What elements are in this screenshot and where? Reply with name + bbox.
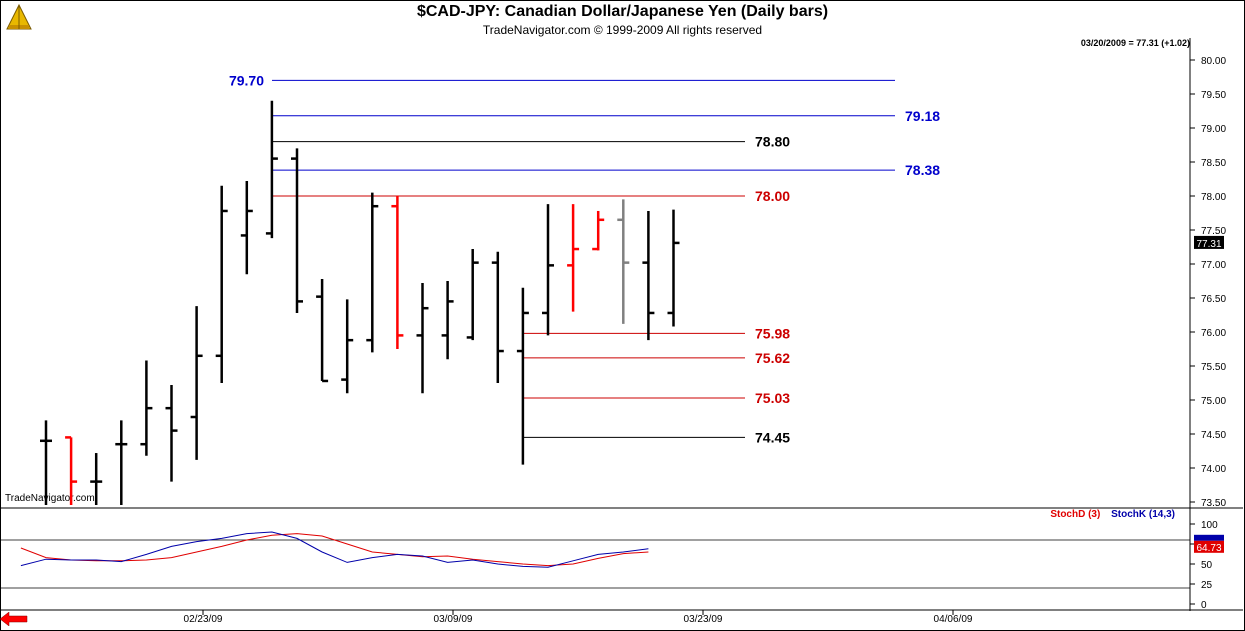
- last-price-tag: [1194, 235, 1224, 249]
- level-label: 78.80: [755, 134, 790, 150]
- price-tick-label: 78.50: [1201, 158, 1226, 169]
- price-tick-label: 75.50: [1201, 362, 1226, 373]
- date-tick-label: 04/06/09: [934, 614, 973, 625]
- legend-stochd: StochD (3): [1050, 509, 1101, 520]
- level-label: 75.98: [755, 325, 790, 341]
- chart-subtitle: TradeNavigator.com © 1999-2009 All right…: [482, 23, 763, 37]
- watermark: TradeNavigator.com: [5, 493, 95, 504]
- price-tick-label: 76.50: [1201, 294, 1226, 305]
- price-tick-label: 76.00: [1201, 328, 1226, 339]
- stoch-tick-label: 50: [1201, 560, 1213, 571]
- price-tick-label: 75.00: [1201, 396, 1226, 407]
- price-tick-label: 73.50: [1201, 498, 1226, 509]
- stochastic-legend: StochD (3) StochK (14,3): [1050, 509, 1175, 520]
- level-label: 78.38: [905, 162, 940, 178]
- price-tick-label: 79.00: [1201, 124, 1226, 135]
- price-tick-label: 79.50: [1201, 90, 1226, 101]
- stoch-last-value-label: 64.73: [1196, 543, 1221, 554]
- date-tick-label: 03/23/09: [684, 614, 723, 625]
- stoch-tick-label: 0: [1201, 600, 1207, 611]
- price-tick-label: 80.00: [1201, 56, 1226, 67]
- last-price-label: 77.31: [1196, 239, 1221, 250]
- level-label: 75.62: [755, 350, 790, 366]
- price-tick-label: 74.50: [1201, 430, 1226, 441]
- level-label: 74.45: [755, 429, 790, 445]
- legend-stochk: StochK (14,3): [1111, 509, 1175, 520]
- stoch-tick-label: 100: [1201, 520, 1218, 531]
- level-label: 79.18: [905, 108, 940, 124]
- price-tick-label: 77.00: [1201, 260, 1226, 271]
- price-tick-label: 74.00: [1201, 464, 1226, 475]
- level-label: 78.00: [755, 188, 790, 204]
- trade-navigator-logo-icon: [6, 3, 32, 30]
- chart-title: $CAD-JPY: Canadian Dollar/Japanese Yen (…: [416, 3, 829, 20]
- last-quote: 03/20/2009 = 77.31 (+1.02): [1080, 38, 1190, 48]
- price-tick-label: 77.50: [1201, 226, 1226, 237]
- stoch-series-line: [20, 531, 649, 568]
- level-label: 75.03: [755, 390, 790, 406]
- stoch-tick-label: 25: [1201, 580, 1213, 591]
- date-tick-label: 03/09/09: [434, 614, 473, 625]
- stochd-last-tag: [1194, 540, 1224, 553]
- price-tick-label: 78.00: [1201, 192, 1226, 203]
- scroll-left-arrow-icon[interactable]: [0, 612, 28, 626]
- stochk-last-tag: [1194, 534, 1224, 541]
- date-tick-label: 02/23/09: [184, 614, 223, 625]
- level-label: 79.70: [229, 72, 264, 88]
